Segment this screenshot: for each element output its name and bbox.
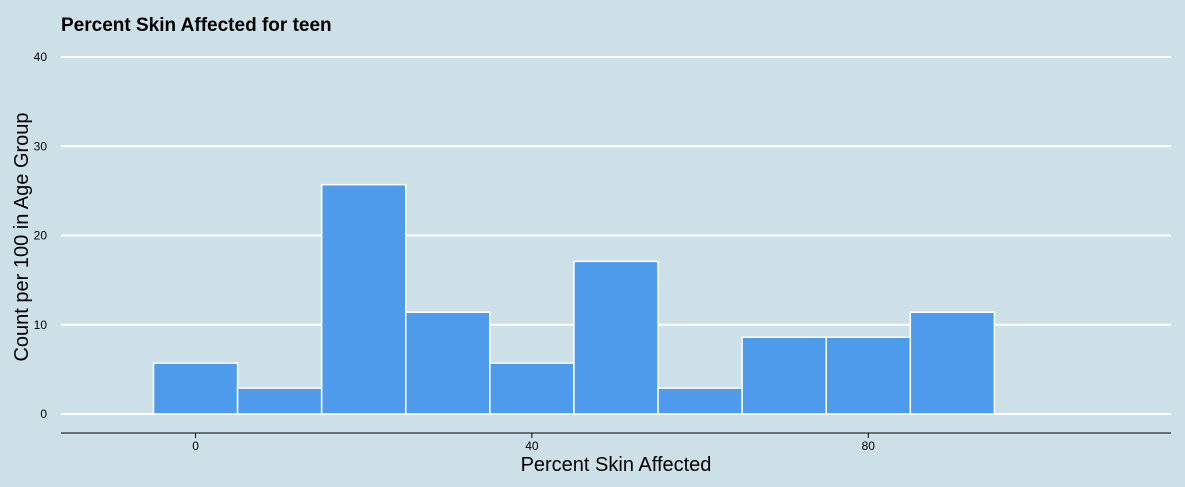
x-tick-label-80: 80 <box>862 439 876 453</box>
histogram-bar-2 <box>320 183 407 415</box>
histogram-bar-3 <box>405 311 491 415</box>
chart-title: Percent Skin Affected for teen <box>61 15 332 36</box>
histogram-bar-7 <box>741 336 827 415</box>
histogram-bar-6 <box>657 387 743 415</box>
x-axis-label: Percent Skin Affected <box>521 454 712 476</box>
y-tick-label-40: 40 <box>34 50 48 64</box>
y-tick-label-20: 20 <box>34 229 48 243</box>
histogram-bar-9 <box>909 311 996 415</box>
x-tick-label-40: 40 <box>525 439 539 453</box>
y-tick-label-10: 10 <box>34 318 48 332</box>
histogram-bars <box>152 183 996 415</box>
histogram-bar-5 <box>573 260 659 415</box>
y-axis-label: Count per 100 in Age Group <box>11 112 33 361</box>
y-tick-label-30: 30 <box>34 139 48 153</box>
y-axis-ticks: 0 10 20 30 40 <box>34 50 48 421</box>
histogram-bar-0 <box>152 362 239 415</box>
histogram-bar-1 <box>236 387 323 415</box>
histogram-bar-8 <box>825 336 912 415</box>
histogram-bar-4 <box>489 362 575 415</box>
x-tick-label-0: 0 <box>192 439 199 453</box>
x-axis-ticks: 0 40 80 <box>192 433 875 453</box>
y-tick-label-0: 0 <box>40 407 47 421</box>
